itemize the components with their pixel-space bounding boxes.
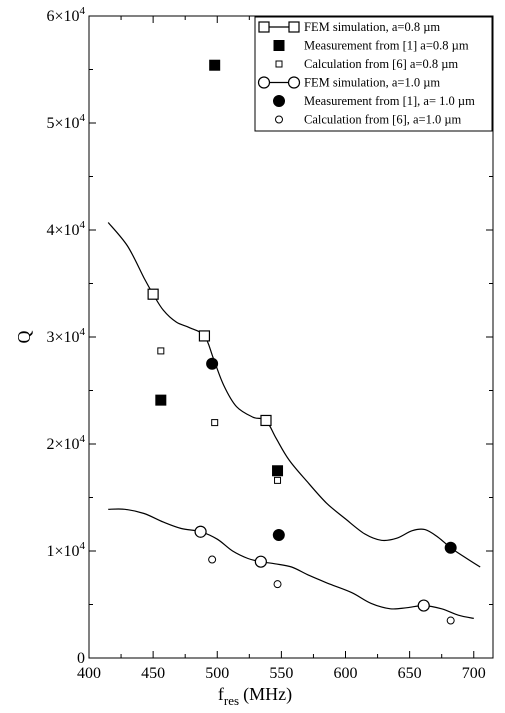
legend-label-4: Measurement from [1], a= 1.0 µm xyxy=(304,94,475,108)
legend-marker-4 xyxy=(273,95,285,107)
legend: FEM simulation, a=0.8 µm Measurement from… xyxy=(254,16,493,132)
data-point-series-5 xyxy=(208,555,217,564)
data-point-series-4 xyxy=(444,541,457,554)
legend-box xyxy=(254,16,493,132)
y-tick-label-exponent: 4 xyxy=(80,5,86,17)
y-tick-label: 1×104 xyxy=(46,540,85,560)
x-tick-label: 500 xyxy=(205,665,229,682)
y-tick-label-exponent: 4 xyxy=(80,112,86,124)
series-line-3 xyxy=(108,508,474,619)
y-tick-label-base: 1×10 xyxy=(46,543,79,560)
y-tick-label-base: 3×10 xyxy=(46,329,79,346)
tick-labels: 400 450 500 550 600 650 70001×1042×1043×1044×1… xyxy=(46,5,485,682)
data-point-series-2 xyxy=(157,347,165,355)
x-tick-label: 700 xyxy=(462,665,486,682)
data-point-series-0 xyxy=(260,414,272,427)
legend-marker-1 xyxy=(273,40,285,51)
data-point-series-3 xyxy=(254,555,267,568)
data-point-series-1 xyxy=(272,465,284,477)
y-tick-label-base: 4×10 xyxy=(46,222,79,239)
data-point-series-5 xyxy=(446,616,455,625)
y-tick-label-exponent: 4 xyxy=(80,219,86,231)
data-point-series-2 xyxy=(274,476,282,484)
x-axis-subscript: res xyxy=(224,693,239,708)
legend-label-1: Measurement from [1] a=0.8 µm xyxy=(304,39,469,53)
legend-marker-3 xyxy=(257,76,271,89)
data-point-series-2 xyxy=(211,419,219,427)
data-point-series-0 xyxy=(147,288,159,300)
y-tick-label-base: 0 xyxy=(77,650,85,667)
legend-marker-0 xyxy=(258,21,270,33)
x-axis-title: fres (MHz) xyxy=(218,684,292,708)
y-tick-label: 5×104 xyxy=(46,112,85,132)
x-tick-label: 450 xyxy=(141,665,165,682)
x-tick-label: 400 xyxy=(77,665,101,682)
legend-marker-2 xyxy=(275,60,283,68)
data-point-series-3 xyxy=(417,599,430,612)
series-line-0 xyxy=(107,222,481,568)
markers xyxy=(147,59,457,625)
y-tick-label: 3×104 xyxy=(46,326,85,346)
y-tick-label: 2×104 xyxy=(46,433,85,453)
data-point-series-1 xyxy=(209,59,221,71)
data-point-series-5 xyxy=(273,580,282,589)
y-tick-label-exponent: 4 xyxy=(80,326,86,338)
y-tick-label-exponent: 4 xyxy=(80,433,86,445)
y-tick-label: 6×104 xyxy=(46,5,85,25)
y-tick-label-base: 2×10 xyxy=(46,436,79,453)
data-point-series-1 xyxy=(155,394,167,406)
y-axis-title: Q xyxy=(14,331,34,344)
curves xyxy=(107,222,481,619)
x-tick-label: 600 xyxy=(334,665,358,682)
legend-marker-0 xyxy=(288,21,300,33)
legend-marker-5 xyxy=(275,115,283,124)
data-point-series-4 xyxy=(272,528,285,541)
y-tick-label-base: 6×10 xyxy=(46,8,79,25)
data-point-series-4 xyxy=(206,357,219,370)
data-point-series-3 xyxy=(194,525,207,538)
x-axis-unit: (MHz) xyxy=(243,684,292,705)
y-tick-label-exponent: 4 xyxy=(80,540,86,552)
y-tick-label-base: 5×10 xyxy=(46,115,79,132)
legend-label-3: FEM simulation, a=1.0 µm xyxy=(304,76,440,90)
x-tick-label: 550 xyxy=(269,665,293,682)
x-axis-symbol: f xyxy=(218,684,224,704)
y-tick-label: 0 xyxy=(77,650,85,667)
legend-label-5: Calculation from [6], a=1.0 µm xyxy=(304,113,462,127)
data-point-series-0 xyxy=(198,330,211,342)
x-tick-label: 650 xyxy=(398,665,422,682)
legend-label-2: Calculation from [6] a=0.8 µm xyxy=(304,57,458,71)
legend-label-0: FEM simulation, a=0.8 µm xyxy=(304,20,440,34)
y-tick-label: 4×104 xyxy=(46,219,85,239)
legend-marker-3 xyxy=(287,76,301,89)
